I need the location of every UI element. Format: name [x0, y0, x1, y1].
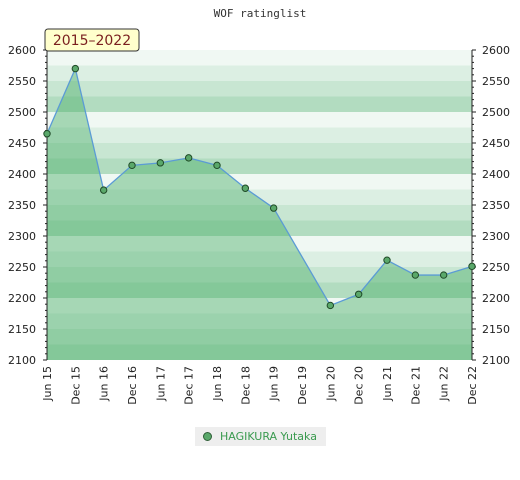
- background-band: [47, 112, 472, 128]
- x-tick-label: Dec 17: [183, 366, 196, 405]
- rating-point: [213, 161, 221, 170]
- y-tick-label-left: 2100: [8, 354, 36, 367]
- x-tick-label: Jun 18: [211, 366, 224, 402]
- y-axis-left: 2100 2150 2200 2250 2300 2350 2400 2450 2500 2550…: [8, 44, 36, 367]
- background-band: [47, 267, 472, 283]
- x-tick-label: Dec 20: [353, 366, 366, 405]
- y-tick-label-right: 2150: [482, 323, 510, 336]
- rating-point: [241, 184, 250, 192]
- x-tick-label: Jun 15: [41, 366, 54, 402]
- background-bands: [47, 50, 472, 360]
- background-band: [47, 298, 472, 314]
- x-axis: Jun 15 Dec 15 Jun 16 Dec 16 Jun 17 Dec 17 Jun …: [41, 366, 479, 405]
- rating-point: [99, 186, 108, 194]
- x-tick-label: Dec 22: [466, 366, 479, 405]
- x-tick-label: Jun 22: [438, 366, 451, 402]
- rating-markers: [43, 64, 476, 310]
- background-band: [47, 329, 472, 345]
- y-tick-label-left: 2450: [8, 137, 36, 150]
- y-tick-label-right: 2250: [482, 261, 510, 274]
- axes: [43, 49, 476, 361]
- x-tick-label: Jun 21: [381, 366, 394, 402]
- y-tick-label-right: 2500: [482, 106, 510, 119]
- rating-point: [184, 154, 193, 162]
- chart-title: WOF ratinglist: [214, 7, 307, 20]
- y-tick-label-left: 2200: [8, 292, 36, 305]
- x-tick-label: Dec 16: [126, 366, 139, 405]
- rating-point: [326, 301, 335, 310]
- y-tick-label-right: 2200: [482, 292, 510, 305]
- background-band: [47, 220, 472, 236]
- y-tick-label-right: 2400: [482, 168, 510, 181]
- y-tick-label-left: 2600: [8, 44, 36, 57]
- y-tick-label-left: 2150: [8, 323, 36, 336]
- y-tick-label-right: 2100: [482, 354, 510, 367]
- background-band: [47, 236, 472, 252]
- rating-area-fill: [47, 68, 472, 360]
- legend: HAGIKURA Yutaka: [195, 427, 326, 446]
- y-tick-label-right: 2600: [482, 44, 510, 57]
- rating-point: [128, 161, 136, 170]
- background-band: [47, 127, 472, 143]
- background-band: [47, 189, 472, 205]
- rating-point: [269, 204, 278, 212]
- background-band: [47, 65, 472, 81]
- rating-point: [354, 290, 363, 298]
- legend-label: HAGIKURA Yutaka: [220, 430, 317, 443]
- rating-point: [468, 262, 476, 271]
- period-badge-text: 2015–2022: [53, 33, 131, 49]
- background-band: [47, 313, 472, 329]
- background-band: [47, 344, 472, 360]
- background-band: [47, 50, 472, 66]
- y-tick-label-right: 2300: [482, 230, 510, 243]
- rating-point: [411, 271, 420, 279]
- rating-point: [43, 130, 51, 138]
- x-tick-label: Jun 19: [268, 366, 281, 402]
- rating-point: [71, 64, 80, 73]
- rating-area: [47, 68, 472, 360]
- x-tick-label: Dec 19: [296, 366, 309, 405]
- rating-point: [439, 271, 448, 279]
- y-tick-label-right: 2450: [482, 137, 510, 150]
- y-tick-label-left: 2300: [8, 230, 36, 243]
- y-tick-label-left: 2350: [8, 199, 36, 212]
- x-tick-label: Dec 21: [409, 366, 422, 405]
- y-tick-label-right: 2350: [482, 199, 510, 212]
- y-axis-right: 2100 2150 2200 2250 2300 2350 2400 2450 2500 2550…: [482, 44, 510, 367]
- x-tick-label: Dec 18: [239, 366, 252, 405]
- background-band: [47, 251, 472, 267]
- background-band: [47, 158, 472, 174]
- background-band: [47, 174, 472, 190]
- rating-point: [383, 256, 391, 264]
- background-band: [47, 96, 472, 112]
- period-badge: 2015–2022: [44, 28, 140, 52]
- y-tick-label-left: 2550: [8, 75, 36, 88]
- background-band: [47, 81, 472, 97]
- x-tick-label: Jun 16: [98, 366, 111, 402]
- y-tick-label-left: 2500: [8, 106, 36, 119]
- y-tick-label-left: 2250: [8, 261, 36, 274]
- x-tick-label: Jun 20: [324, 366, 337, 402]
- background-band: [47, 205, 472, 221]
- legend-marker-icon: [203, 432, 212, 441]
- x-tick-label: Jun 17: [154, 366, 167, 402]
- y-tick-label-right: 2550: [482, 75, 510, 88]
- background-band: [47, 143, 472, 159]
- x-tick-label: Dec 15: [69, 366, 82, 405]
- rating-point: [156, 159, 165, 167]
- y-tick-label-left: 2400: [8, 168, 36, 181]
